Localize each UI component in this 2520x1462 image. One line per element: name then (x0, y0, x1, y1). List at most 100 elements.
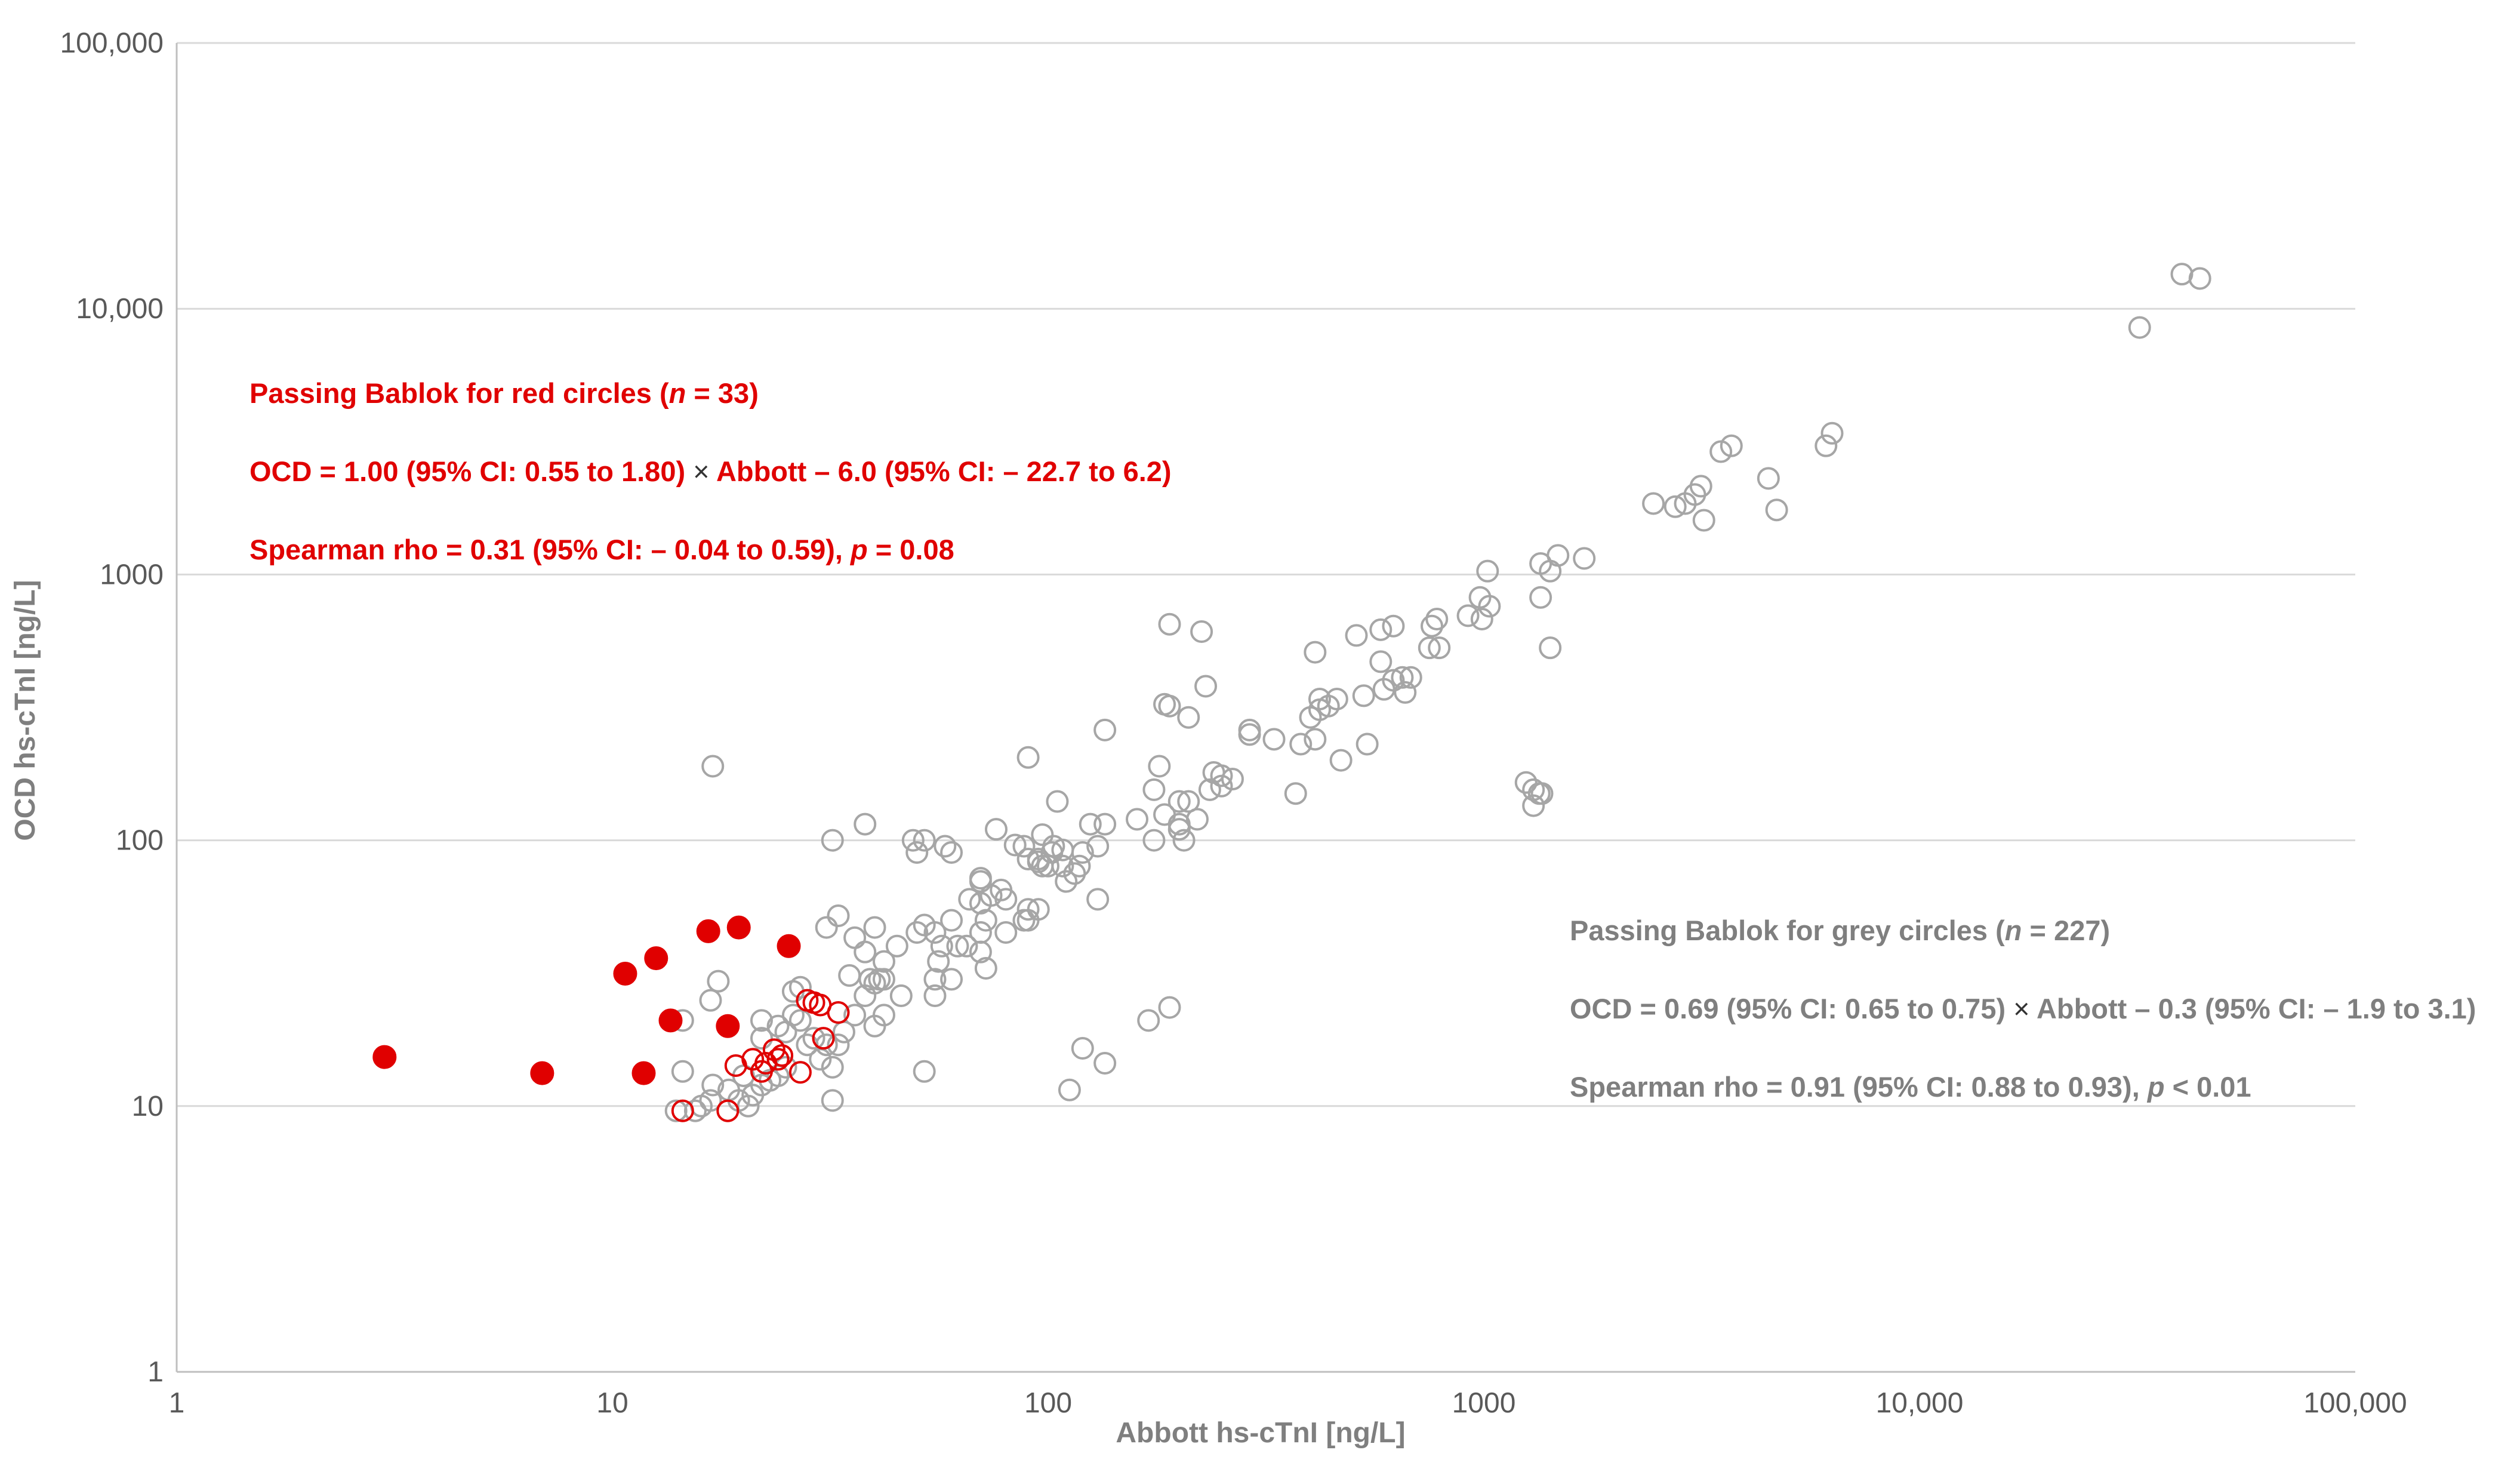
grey-data-point (934, 835, 957, 858)
grey-annotation-equation: OCD = 0.69 (95% CI: 0.65 to 0.75) × Abbo… (1570, 993, 2476, 1024)
grey-data-point (872, 1004, 895, 1027)
grey-data-point (1456, 604, 1480, 627)
grey-data-point (1158, 996, 1181, 1019)
grey-data-point (1391, 666, 1414, 689)
grey-data-point (1167, 818, 1191, 841)
grey-data-point (821, 1089, 844, 1112)
red-open-data-point (827, 1001, 850, 1024)
grey-data-point (913, 1060, 936, 1083)
grey-data-point (815, 916, 838, 939)
red-filled-data-point (631, 1061, 656, 1085)
grey-data-point (1522, 794, 1545, 817)
grey-data-point (1063, 862, 1086, 885)
grey-data-point (1674, 492, 1697, 515)
grey-data-point (1068, 854, 1091, 878)
grey-data-point (843, 1004, 867, 1027)
grey-data-point (1093, 1051, 1117, 1075)
grey-data-point (969, 940, 992, 964)
grey-data-point (1399, 666, 1422, 689)
grey-data-point (2128, 316, 2151, 339)
grey-data-point (1529, 586, 1552, 609)
red-annotation-title: Passing Bablok for red circles (n = 33) (249, 377, 759, 409)
grey-data-point (1757, 467, 1780, 490)
grey-annotation-spearman: Spearman rho = 0.91 (95% CI: 0.88 to 0.9… (1570, 1071, 2251, 1103)
grey-data-point (969, 867, 992, 890)
grey-data-point (854, 940, 877, 964)
red-filled-data-point (658, 1008, 683, 1033)
grey-data-point (766, 1014, 790, 1038)
grey-data-point (838, 964, 861, 987)
grey-data-point (664, 1099, 688, 1122)
grey-data-point (905, 841, 929, 864)
grey-data-point (1158, 612, 1181, 636)
grey-data-point (901, 829, 925, 852)
grey-data-point (994, 888, 1018, 911)
red-filled-data-point (726, 915, 751, 940)
red-annotation-equation: OCD = 1.00 (95% CI: 0.55 to 1.80) × Abbo… (249, 455, 1172, 487)
grey-data-point (788, 1009, 812, 1032)
x-tick-label: 100,000 (2303, 1387, 2407, 1419)
grey-data-point (1177, 706, 1200, 729)
grey-data-point (1372, 678, 1395, 701)
grey-data-point (1003, 833, 1027, 857)
grey-data-point (701, 1073, 725, 1097)
grey-data-point (940, 968, 963, 991)
grey-data-point (1289, 732, 1313, 756)
gridlines (177, 42, 2355, 1107)
red-open-data-point (671, 1099, 694, 1122)
red-filled-data-point (777, 934, 801, 958)
axes (175, 43, 2355, 1373)
red-filled-data-point (716, 1014, 740, 1038)
grey-data-point (1167, 790, 1191, 813)
grey-data-point (1093, 718, 1117, 741)
grey-data-point (1355, 732, 1379, 756)
grey-data-point (1016, 848, 1040, 871)
grey-data-point (1210, 764, 1233, 787)
grey-data-point (1642, 492, 1665, 515)
red-filled-data-point (613, 961, 637, 986)
grey-data-point (1086, 888, 1110, 911)
grey-data-point (1663, 495, 1687, 518)
x-tick-label: 10 (596, 1387, 628, 1419)
grey-data-point (984, 818, 1008, 841)
grey-data-point (1345, 624, 1368, 647)
grey-data-point (1051, 854, 1074, 878)
grey-data-point (2188, 267, 2211, 290)
grey-data-point (1167, 812, 1191, 836)
grey-data-point (1304, 728, 1327, 751)
y-tick-label: 100 (116, 825, 164, 857)
red-filled-data-point (696, 919, 720, 943)
grey-data-point (1369, 618, 1393, 641)
grey-data-point (1478, 595, 1501, 618)
red-open-data-point (788, 1061, 812, 1084)
grey-data-point (1142, 778, 1166, 801)
grey-data-point (1221, 768, 1244, 791)
grey-data-point (1820, 421, 1844, 445)
grey-data-point (1238, 723, 1261, 746)
grey-data-point (1142, 829, 1166, 852)
grey-data-point (1284, 782, 1307, 805)
grey-data-point (1016, 746, 1040, 769)
grey-data-point (821, 829, 844, 852)
grey-annotation: Passing Bablok for grey circles (n = 227… (1570, 915, 2476, 1103)
grey-data-point (974, 909, 997, 932)
grey-data-point (1692, 509, 1715, 532)
grey-data-point (1418, 636, 1441, 660)
grey-data-point (1709, 440, 1733, 463)
grey-data-point (1177, 790, 1200, 813)
grey-data-point (750, 1027, 773, 1050)
grey-data-point (994, 921, 1018, 944)
grey-data-point (699, 1089, 722, 1112)
grey-data-point (701, 755, 725, 778)
grey-data-point (832, 1020, 855, 1044)
grey-data-point (1539, 559, 1562, 583)
grey-data-point (946, 934, 969, 958)
grey-data-point (1238, 718, 1261, 741)
grey-data-point (699, 989, 722, 1012)
y-axis-title: OCD hs-cTnI [ng/L] (10, 580, 41, 841)
grey-data-point (1079, 812, 1102, 836)
grey-data-point (1198, 778, 1221, 801)
grey-data-point (671, 1060, 694, 1083)
grey-data-point (1126, 808, 1149, 831)
red-open-data-point (716, 1099, 740, 1122)
